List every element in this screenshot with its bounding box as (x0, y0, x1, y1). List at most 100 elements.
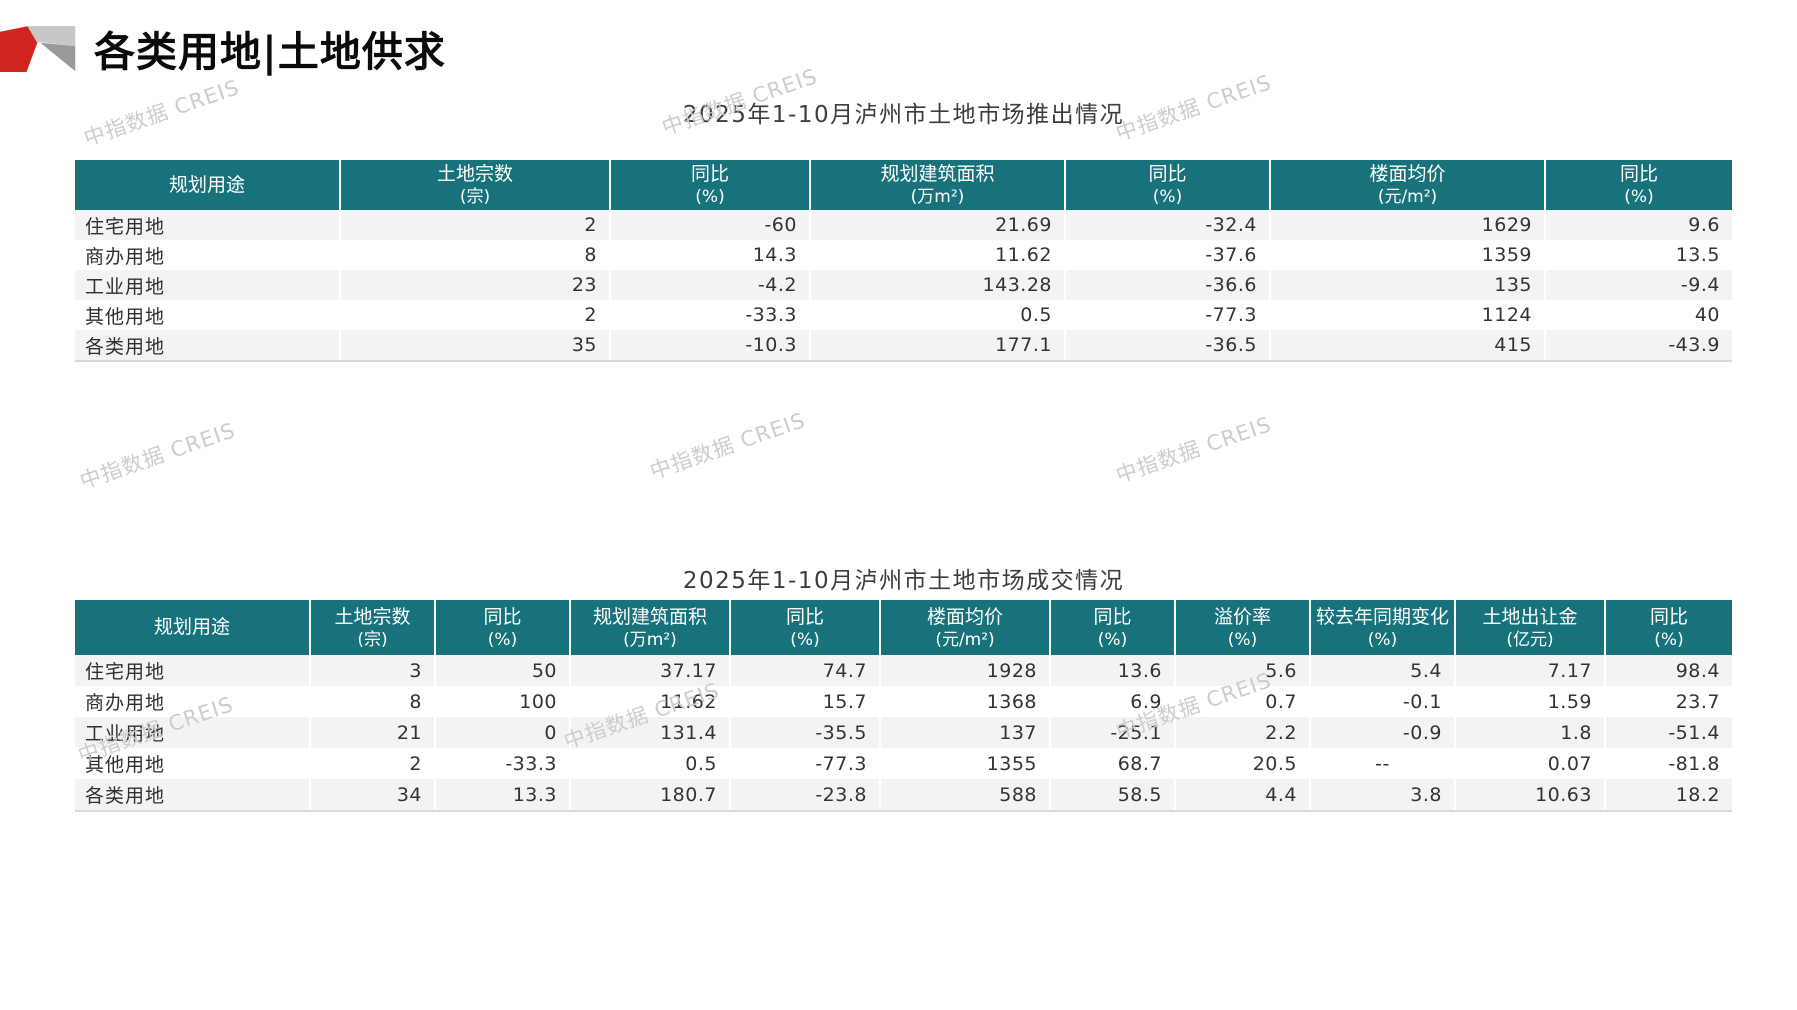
supply-table-title: 2025年1-10月泸州市土地市场推出情况 (682, 102, 1125, 128)
cell: -23.8 (730, 779, 881, 812)
cell: -32.4 (1065, 210, 1271, 240)
column-header: 同比 (%) (1050, 600, 1176, 655)
cell: -33.3 (610, 300, 811, 330)
cell: -43.9 (1545, 330, 1732, 362)
cell: -81.8 (1668, 752, 1720, 775)
table-row: 各类用地 34 13.3 180.7 -23.8 588 58.5 4.4 3.8 10.63 18… (75, 779, 1732, 812)
column-header: 同比 (%) (1605, 600, 1732, 655)
cell: 98.4 (1675, 659, 1720, 682)
cell: 13.6 (1050, 655, 1176, 686)
cell: 415 (1270, 330, 1546, 362)
row-label: 住宅用地 (75, 210, 341, 240)
row-label: 住宅用地 (75, 655, 311, 686)
cell: 0.07 (1455, 748, 1606, 779)
table-row: 商办用地 8 100 11.62 15.7 1368 6.9 0.7 -0.1 1.59 23.7 (75, 686, 1732, 717)
cell: 2 (340, 300, 611, 330)
table-row: 其他用地 2 -33.3 0.5 -77.3 1355 68.7 20.5 -- 0.07 -81.… (75, 748, 1732, 779)
cell: 100 (435, 686, 571, 717)
cell: 7.17 (1455, 655, 1606, 686)
cell: 0.5 (570, 748, 731, 779)
transaction-table-title: 2025年1-10月泸州市土地市场成交情况 (682, 568, 1125, 594)
cell: -35.5 (730, 717, 881, 748)
cell: 5.6 (1175, 655, 1311, 686)
cell: 34 (310, 779, 436, 812)
header-row: 规划用途 土地宗数 (宗) 同比 (%) 规划建筑面积 (万m²) 同比 (%) 楼面均价 (元/m… (75, 600, 1732, 655)
column-header: 同比 (%) (1065, 160, 1271, 210)
cell: 35 (340, 330, 611, 362)
cell: 1355 (880, 748, 1051, 779)
watermark-text: 中指数据 CREIS (76, 418, 239, 494)
table-row: 住宅用地 3 50 37.17 74.7 1928 13.6 5.6 5.4 7.17 98.4 (75, 655, 1732, 686)
cell: 177.1 (810, 330, 1066, 362)
cell: 1629 (1270, 210, 1546, 240)
cell: 3.8 (1310, 779, 1456, 812)
cell: -33.3 (435, 748, 571, 779)
cell: 10.63 (1455, 779, 1606, 812)
cell: 1124 (1270, 300, 1546, 330)
cell: -0.9 (1310, 717, 1456, 748)
column-header: 规划建筑面积 (万m²) (570, 600, 731, 655)
cell: 8 (310, 686, 436, 717)
cell: 0.5 (810, 300, 1066, 330)
cell: 11.62 (810, 240, 1066, 270)
cell: 5.4 (1310, 655, 1456, 686)
cell: 2 (310, 748, 436, 779)
cell: -37.6 (1065, 240, 1271, 270)
row-label: 工业用地 (75, 270, 341, 300)
cell: 4.4 (1175, 779, 1311, 812)
cell: 135 (1270, 270, 1546, 300)
transaction-table: 规划用途 土地宗数 (宗) 同比 (%) 规划建筑面积 (万m²) 同比 (%) 楼面均价 (元/m… (75, 600, 1732, 812)
table-row: 住宅用地 2 -60 21.69 -32.4 1629 9.6 (75, 210, 1732, 240)
table-row: 工业用地 21 0 131.4 -35.5 137 -25.1 2.2 -0.9 1.8 -51.4 (75, 717, 1732, 748)
cell: 588 (880, 779, 1051, 812)
cell: -36.5 (1065, 330, 1271, 362)
table-row: 工业用地 23 -4.2 143.28 -36.6 135 -9.4 (75, 270, 1732, 300)
column-header: 同比 (%) (730, 600, 881, 655)
cell: 9.6 (1688, 214, 1720, 236)
cell: 21 (310, 717, 436, 748)
cell: 20.5 (1175, 748, 1311, 779)
cell: -51.4 (1668, 721, 1720, 744)
cell: -- (1310, 748, 1456, 779)
cell: 0.7 (1175, 686, 1311, 717)
logo-light-gray-shape (27, 25, 76, 47)
cell: 74.7 (730, 655, 881, 686)
row-label: 其他用地 (75, 300, 341, 330)
cell: 68.7 (1050, 748, 1176, 779)
cell: -0.1 (1310, 686, 1456, 717)
cell: 3 (310, 655, 436, 686)
table-row: 商办用地 8 14.3 11.62 -37.6 1359 13.5 (75, 240, 1732, 270)
cell: 0 (435, 717, 571, 748)
cell: -36.6 (1065, 270, 1271, 300)
watermark-text: 中指数据 CREIS (1112, 412, 1275, 488)
cell: 18.2 (1605, 779, 1732, 812)
column-header: 规划用途 (75, 600, 311, 655)
cell: 21.69 (810, 210, 1066, 240)
column-header: 同比 (%) (610, 160, 811, 210)
column-header: 规划建筑面积 (万m²) (810, 160, 1066, 210)
cell: -25.1 (1050, 717, 1176, 748)
column-header: 土地宗数 (宗) (310, 600, 436, 655)
cell: 23 (340, 270, 611, 300)
cell: 8 (340, 240, 611, 270)
page-title: 各类用地|土地供求 (94, 28, 446, 76)
cell: 180.7 (570, 779, 731, 812)
cell: 14.3 (610, 240, 811, 270)
column-header: 同比 (%) (1545, 160, 1732, 210)
row-label: 商办用地 (75, 686, 311, 717)
row-label: 商办用地 (75, 240, 341, 270)
cell: 2.2 (1175, 717, 1311, 748)
column-header: 规划用途 (75, 160, 341, 210)
cell: 6.9 (1050, 686, 1176, 717)
column-header: 楼面均价 (元/m²) (1270, 160, 1546, 210)
cell: 40 (1694, 304, 1720, 326)
cell: -9.4 (1680, 274, 1720, 296)
table-row: 各类用地 35 -10.3 177.1 -36.5 415 -43.9 (75, 330, 1732, 362)
cell: 143.28 (810, 270, 1066, 300)
cell: 1928 (880, 655, 1051, 686)
row-label: 工业用地 (75, 717, 311, 748)
cell: 13.5 (1675, 244, 1720, 266)
cell: -77.3 (1065, 300, 1271, 330)
